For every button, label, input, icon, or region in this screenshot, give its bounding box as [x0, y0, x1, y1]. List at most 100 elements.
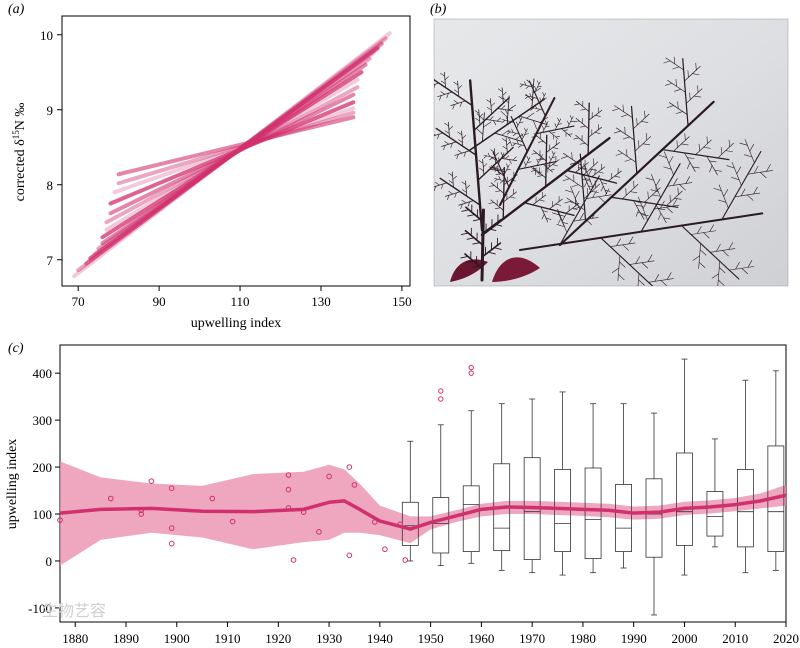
branch — [512, 133, 517, 137]
branch — [580, 125, 586, 128]
branch — [622, 104, 624, 112]
panel-c-points — [57, 464, 409, 563]
branch — [624, 126, 626, 135]
branch — [465, 184, 471, 189]
branch — [524, 81, 527, 86]
branch — [641, 214, 649, 216]
x-tick-label: 150 — [392, 294, 412, 309]
branch — [460, 232, 469, 236]
branch — [500, 105, 506, 110]
branch — [716, 244, 721, 252]
x-tick-label: 1890 — [113, 631, 139, 646]
branch — [472, 242, 481, 245]
data-point — [209, 495, 216, 502]
branch — [437, 133, 440, 139]
branch — [598, 196, 605, 203]
branch — [475, 117, 480, 122]
branch — [500, 157, 506, 159]
branch — [709, 165, 713, 173]
branch — [685, 176, 691, 184]
boxplot — [554, 391, 572, 576]
y-tick-label: 0 — [46, 554, 53, 569]
branch — [584, 181, 588, 188]
branch — [744, 154, 753, 158]
branch — [569, 162, 578, 165]
x-tick-label: 1960 — [468, 631, 494, 646]
branch — [614, 175, 621, 178]
branch — [530, 169, 537, 172]
branch — [494, 152, 499, 157]
branch — [502, 91, 507, 96]
data-point — [168, 525, 175, 531]
branch — [558, 218, 562, 224]
branch — [489, 116, 494, 121]
branch — [557, 117, 560, 122]
data-point — [371, 519, 378, 525]
branch — [450, 142, 453, 148]
branch — [462, 189, 467, 193]
panel-c-ylabel: upwelling index — [5, 439, 20, 530]
y-tick-label: 400 — [33, 366, 53, 381]
branch — [677, 101, 679, 109]
branch — [636, 117, 638, 126]
branch — [647, 191, 649, 199]
branch — [579, 213, 584, 221]
y-tick-label: 8 — [47, 178, 54, 193]
branch — [666, 272, 672, 280]
branch — [486, 99, 492, 103]
branch — [452, 104, 455, 110]
data-point — [57, 517, 63, 523]
branch — [542, 125, 545, 130]
branch — [497, 157, 501, 162]
branch — [720, 147, 723, 155]
branch — [495, 173, 502, 175]
branch — [500, 110, 508, 118]
branch — [489, 168, 495, 170]
y-tick-label: 300 — [33, 413, 53, 428]
branch — [457, 131, 463, 136]
branch — [463, 151, 467, 157]
branch — [461, 181, 467, 185]
x-tick-label: 1900 — [164, 631, 190, 646]
branch — [441, 183, 444, 189]
branch — [519, 121, 524, 124]
branch — [672, 198, 678, 207]
branch — [434, 133, 436, 136]
branch — [448, 180, 454, 184]
regression-line — [112, 106, 356, 195]
branch — [600, 186, 604, 192]
branch — [536, 109, 541, 113]
x-tick-label: 1910 — [215, 631, 241, 646]
panel-c-label: (c) — [8, 341, 24, 356]
branch — [440, 73, 445, 77]
branch — [735, 261, 740, 270]
branch — [697, 85, 699, 93]
branch — [444, 76, 449, 81]
branch — [666, 105, 675, 108]
branch — [519, 84, 524, 88]
data-point — [326, 473, 332, 480]
branch — [536, 80, 540, 85]
branch — [536, 158, 539, 164]
branch — [554, 123, 557, 128]
branch — [504, 155, 510, 160]
branch — [585, 219, 592, 226]
branch — [549, 169, 555, 171]
branch — [567, 120, 570, 125]
branch — [457, 85, 463, 90]
branch — [524, 127, 527, 132]
y-tick-label: 100 — [33, 507, 53, 522]
branch — [657, 208, 666, 210]
branch — [447, 194, 450, 201]
branch — [582, 178, 591, 182]
branch — [537, 141, 544, 143]
data-point — [351, 482, 358, 488]
branch — [489, 157, 494, 161]
boxplot — [645, 412, 663, 616]
data-point — [138, 507, 145, 514]
branch — [503, 168, 506, 174]
branch — [461, 209, 470, 212]
branch — [723, 189, 729, 197]
branch — [642, 143, 651, 146]
branch — [531, 152, 538, 155]
